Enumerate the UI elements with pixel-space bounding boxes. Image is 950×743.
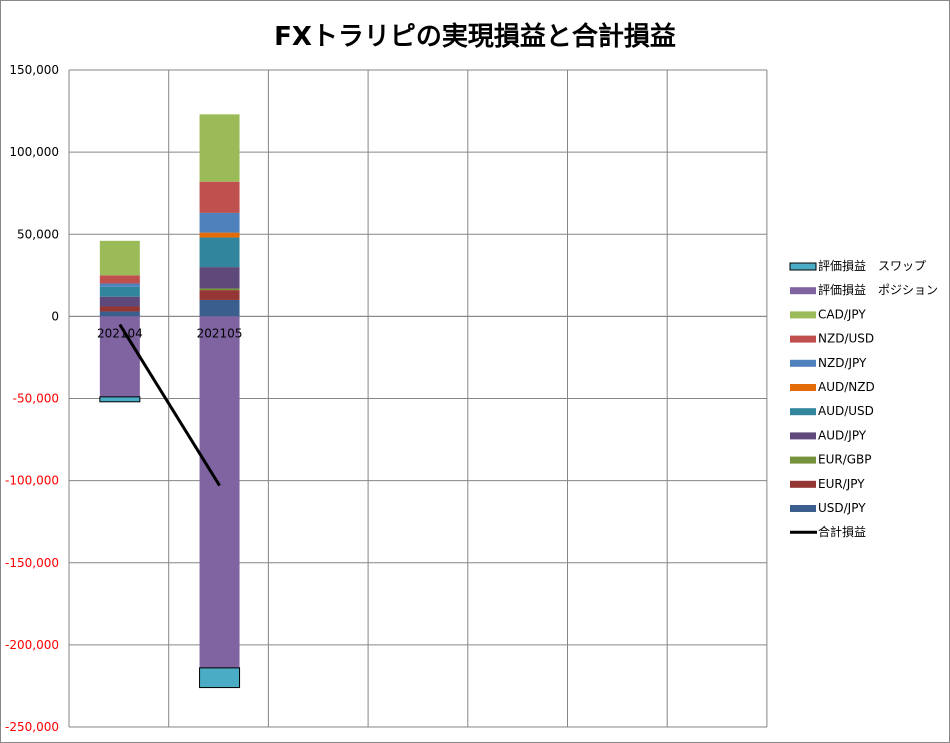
legend-swatch <box>790 384 816 391</box>
legend-swatch <box>790 432 816 440</box>
bar-segment <box>199 667 241 689</box>
bar-segment <box>99 396 141 403</box>
y-tick-label: 50,000 <box>17 227 59 241</box>
bar-segment <box>199 288 240 291</box>
legend-label: EUR/JPY <box>818 477 865 491</box>
bar-segment <box>99 311 140 317</box>
y-tick-label: -100,000 <box>5 474 59 488</box>
legend-swatch <box>790 359 816 367</box>
y-tick-label: -250,000 <box>5 720 59 734</box>
bar-segment <box>99 306 140 312</box>
bar-segment <box>199 237 240 268</box>
legend-swatch <box>790 311 816 319</box>
legend-label: USD/JPY <box>818 501 866 515</box>
legend-label: AUD/USD <box>818 404 874 418</box>
bar-segment <box>199 316 240 668</box>
legend-swatch <box>790 456 816 464</box>
legend-label: 合計損益 <box>818 524 866 539</box>
legend-swatch <box>790 335 816 343</box>
y-tick-label: -200,000 <box>5 638 59 652</box>
legend-swatch <box>790 480 816 488</box>
bar-segment <box>99 275 140 284</box>
chart-title: FXトラリピの実現損益と合計損益 <box>274 21 676 52</box>
bar-segment <box>199 267 240 289</box>
bar-segment <box>99 283 140 287</box>
bar-segment <box>199 232 240 238</box>
y-tick-label: 150,000 <box>9 63 59 77</box>
bar-segment <box>199 212 240 233</box>
legend-label: 評価損益 ポジション <box>818 282 938 297</box>
legend-swatch <box>789 262 817 271</box>
y-tick-label: 0 <box>51 309 59 323</box>
legend-label: AUD/NZD <box>818 380 875 394</box>
total-pl-line <box>118 323 221 487</box>
legend-label: NZD/USD <box>818 332 874 346</box>
y-tick-label: -150,000 <box>5 556 59 570</box>
legend-label: EUR/GBP <box>818 453 872 467</box>
legend-label: 評価損益 スワップ <box>818 258 926 273</box>
legend-label: NZD/JPY <box>818 356 867 370</box>
bar-segment <box>199 299 240 317</box>
bar-segment <box>199 114 240 182</box>
bar-segment <box>99 296 140 307</box>
bar-segment <box>99 240 140 276</box>
legend-swatch <box>790 505 816 512</box>
y-tick-label: -50,000 <box>13 392 59 406</box>
x-category-label: 202104 <box>97 326 143 340</box>
bar-segment <box>99 316 140 397</box>
x-category-label: 202105 <box>197 326 243 340</box>
legend-swatch <box>790 287 816 295</box>
legend-label: CAD/JPY <box>818 307 866 321</box>
y-tick-label: 100,000 <box>9 145 59 159</box>
bar-segment <box>199 290 240 300</box>
bar-segment <box>99 286 140 297</box>
legend-swatch <box>790 408 816 416</box>
legend-label: AUD/JPY <box>818 428 867 442</box>
bar-segment <box>199 181 240 213</box>
